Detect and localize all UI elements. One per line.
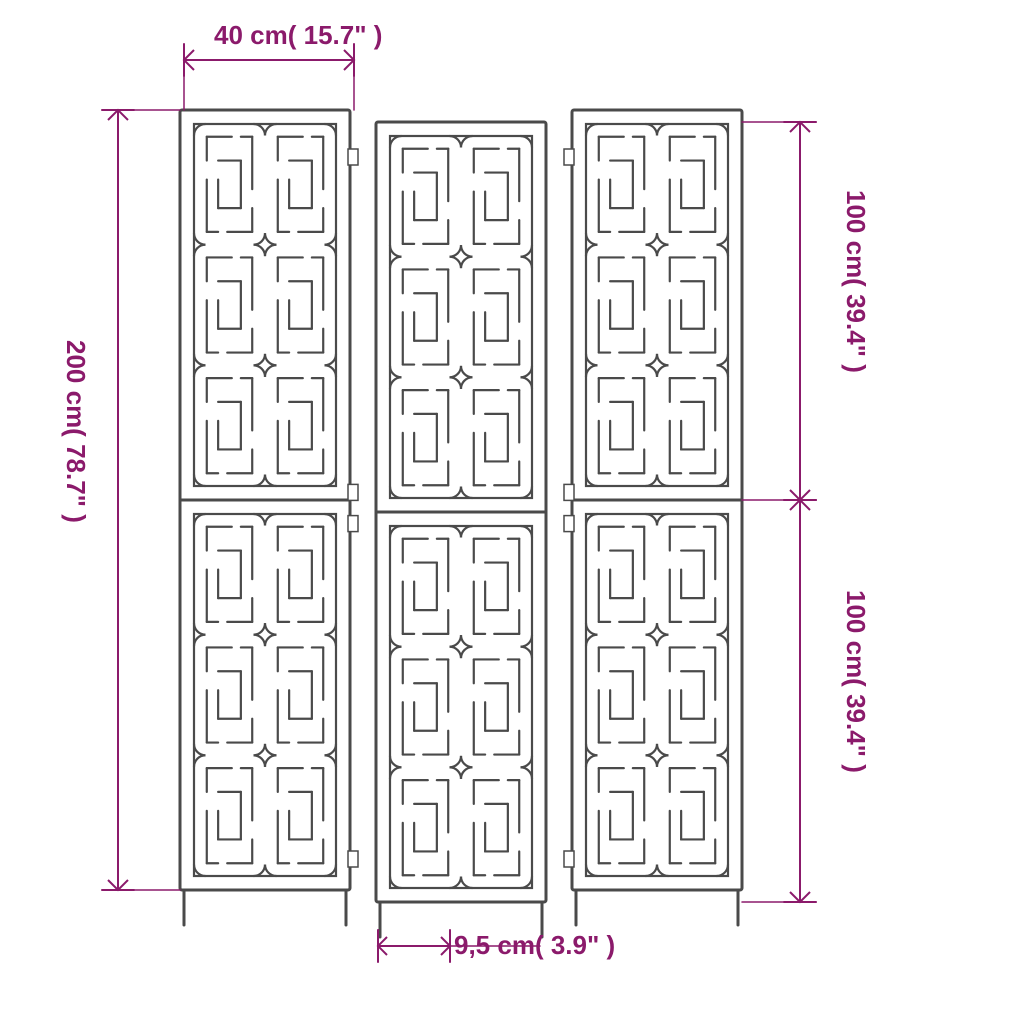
dim-half-lower-label: 100 cm( 39.4" ) [840, 590, 871, 773]
dim-panel-width-label: 40 cm( 15.7" ) [214, 20, 382, 51]
dim-foot-depth-label: 9,5 cm( 3.9" ) [454, 930, 615, 961]
dim-total-height-label: 200 cm( 78.7" ) [60, 340, 91, 523]
screen-panel [376, 122, 546, 937]
screen-panel [564, 110, 742, 925]
screen-panel [180, 110, 358, 925]
dim-half-upper-label: 100 cm( 39.4" ) [840, 190, 871, 373]
